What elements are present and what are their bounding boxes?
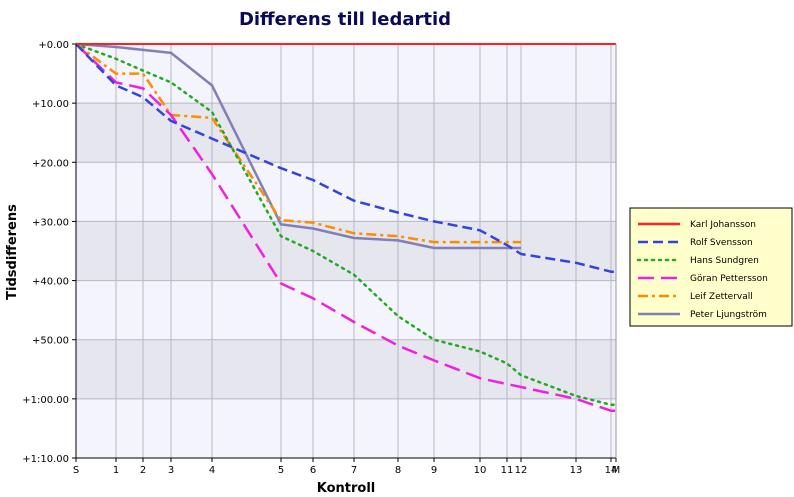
plot-band [76, 280, 616, 340]
y-tick-label: +1:00.00 [22, 395, 69, 406]
axes [75, 44, 617, 459]
x-tick-label: 2 [140, 465, 146, 476]
series-lines [74, 42, 618, 412]
x-tick-label: 4 [209, 465, 215, 476]
x-tick-label: 5 [278, 465, 284, 476]
x-tick-label: 3 [168, 465, 174, 476]
legend-label: Karl Johansson [690, 220, 756, 230]
series-line [75, 42, 521, 244]
x-axis-ticks: S 1 2 3 4 5 6 7 8 9 10 11 12 13 14M [73, 458, 621, 476]
y-tick-label: +10.00 [32, 99, 69, 110]
x-tick-label: 6 [310, 465, 316, 476]
x-tick-label: 9 [431, 465, 437, 476]
y-axis-ticks: +0.00 +10.00 +20.00 +30.00 +40.00 +50.00 +1:00… [22, 40, 76, 465]
legend-label: Rolf Svensson [690, 238, 753, 248]
x-tick-label: 12 [515, 465, 528, 476]
y-tick-label: +20.00 [32, 158, 69, 169]
series-line [75, 43, 616, 273]
x-tick-label: 11 [501, 465, 514, 476]
y-tick-label: +30.00 [32, 217, 69, 228]
legend-box [629, 207, 793, 327]
x-tick-label: 7 [351, 465, 357, 476]
y-tick-label: +0.00 [38, 40, 69, 51]
x-tick-label: 10 [474, 465, 487, 476]
x-tick-label: M [612, 465, 621, 476]
plot-band [76, 44, 616, 104]
legend-label: Göran Pettersson [690, 274, 768, 284]
y-axis-title: Tidsdifferens [5, 204, 20, 300]
plot-background [76, 44, 616, 458]
legend-label: Hans Sundgren [690, 256, 759, 266]
x-tick-label: 1 [113, 465, 119, 476]
legend-label: Peter Ljungström [690, 310, 767, 320]
x-axis-title: Kontroll [317, 481, 376, 496]
y-tick-label: +40.00 [32, 277, 69, 288]
x-tick-label: 14 [605, 465, 618, 476]
x-tick-label: 8 [395, 465, 401, 476]
legend-label: Leif Zettervall [690, 292, 753, 302]
legend: Karl Johansson Rolf Svensson Hans Sundgren… [629, 207, 793, 327]
x-tick-label: S [73, 465, 79, 476]
series-line [74, 42, 618, 407]
chart-title: Differens till ledartid [239, 9, 451, 30]
y-tick-label: +1:10.00 [22, 454, 69, 465]
plot-band [76, 103, 616, 163]
plot-band [76, 162, 616, 222]
plot-band [76, 339, 616, 399]
x-tick-label: 13 [570, 465, 583, 476]
series-line [75, 42, 521, 250]
y-tick-label: +50.00 [32, 336, 69, 347]
plot-band [76, 398, 616, 458]
series-line [75, 43, 616, 412]
